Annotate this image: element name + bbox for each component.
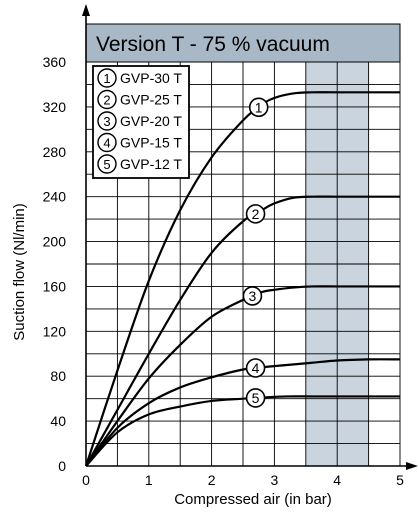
y-tick-label: 360 [43,54,67,70]
y-tick-label: 200 [43,234,67,250]
legend-marker-label: 1 [103,71,110,86]
legend-marker-label: 3 [103,114,110,129]
legend-entry: GVP-15 T [120,135,182,151]
series-line [85,285,400,467]
x-axis-label: Compressed air (in bar) [174,491,332,508]
y-tick-label: 240 [43,189,67,205]
legend-marker-circle [97,154,117,174]
legend-marker-circle [97,68,117,88]
axes [82,4,418,470]
tick-labels: 0 40 80 120 160 200 240 280 320 360 0 1 2 3 4 5 [43,54,404,488]
y-tick-label: 80 [50,368,66,384]
series-marker-label: 1 [255,99,263,115]
x-tick-label: 4 [333,472,341,488]
legend: 1 GVP-30 T 2 GVP-25 T 3 GVP-20 T 4 GVP-15 T 5 GVP… [92,65,190,179]
series-marker-label: 3 [249,288,257,304]
x-tick-label: 3 [271,472,279,488]
series-marker-circle [245,358,266,378]
series-marker-circle [248,97,269,118]
legend-marker-label: 5 [103,157,110,172]
chart-title: Version T - 75 % vacuum [96,33,330,56]
y-tick-label: 120 [43,323,67,339]
x-tick-label: 1 [145,472,153,488]
series-marker-circle [245,388,266,408]
y-axis-arrow [82,4,90,16]
series-marker-circle [245,204,266,224]
legend-marker-label: 2 [103,93,110,108]
y-tick-label: 280 [43,144,67,160]
x-axis-arrow [406,462,418,470]
series-marker-circle [242,286,263,306]
y-tick-label: 320 [43,99,67,115]
legend-entry: GVP-12 T [120,156,182,172]
series-lines: 1 2 3 4 5 [84,91,401,467]
title-background [85,23,401,63]
x-tick-label: 5 [396,472,404,488]
legend-entry: GVP-25 T [120,92,182,108]
series-marker-label: 5 [252,390,260,406]
series-marker-label: 4 [252,360,260,376]
y-axis-label: Suction flow (Nl/min) [11,203,28,341]
x-tick-label: 0 [82,472,90,488]
y-tick-label: 160 [43,278,67,294]
y-tick-label: 0 [58,458,66,474]
legend-entry: GVP-30 T [120,70,182,86]
legend-entry: GVP-20 T [120,113,182,129]
legend-marker-circle [97,111,117,131]
legend-marker-circle [97,89,117,110]
x-tick-label: 2 [208,472,216,488]
legend-marker-circle [97,132,117,153]
series-marker-label: 2 [252,206,260,222]
legend-marker-label: 4 [103,136,110,151]
y-tick-label: 40 [50,413,66,429]
title-band: Version T - 75 % vacuum [85,23,401,63]
